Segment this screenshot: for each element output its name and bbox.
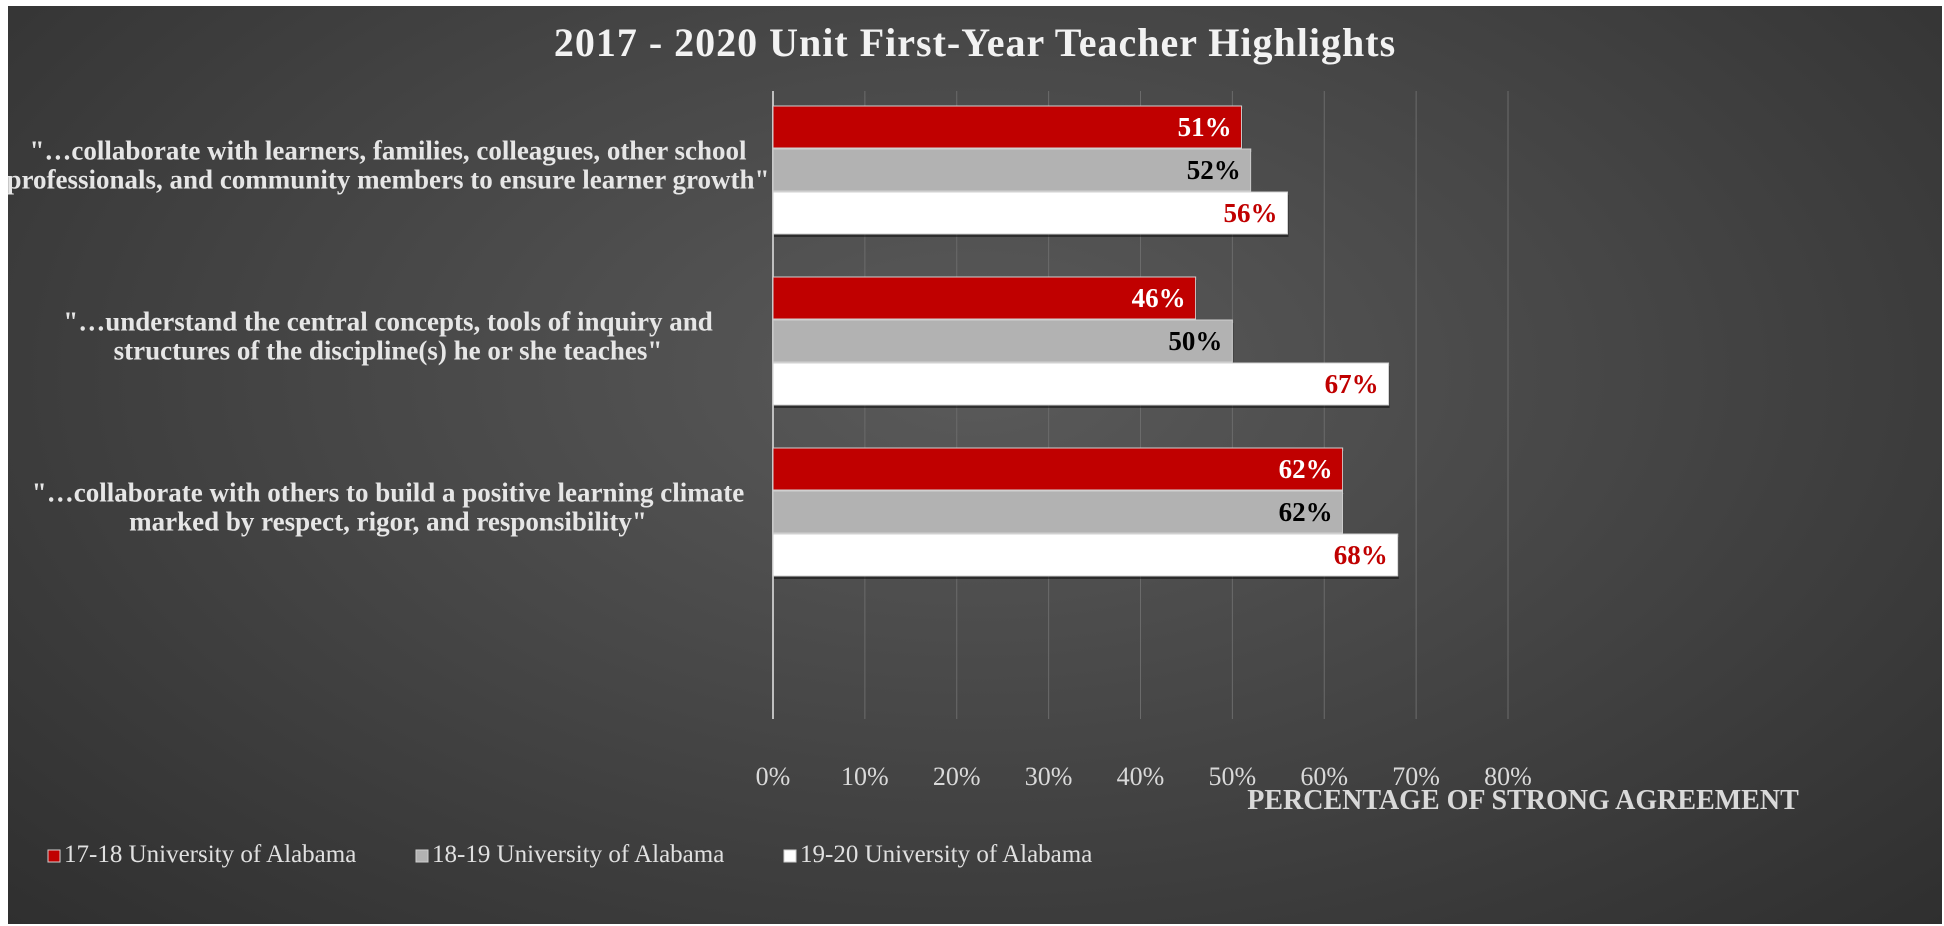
data-label: 62%	[1279, 454, 1333, 484]
category-label: "…collaborate with learners, families, c…	[8, 136, 769, 195]
data-label: 67%	[1325, 369, 1379, 399]
bar	[772, 362, 1390, 406]
x-axis-title: PERCENTAGE OF STRONG AGREEMENT	[1247, 785, 1799, 816]
category-label-line: professionals, and community members to …	[8, 165, 769, 195]
legend-label: 17-18 University of Alabama	[64, 841, 356, 868]
x-tick-label: 70%	[1392, 762, 1440, 791]
data-label: 62%	[1279, 497, 1333, 527]
category-label-line: "…collaborate with others to build a pos…	[32, 478, 744, 508]
legend-swatch	[47, 849, 61, 863]
data-label: 56%	[1224, 198, 1278, 228]
bars: 51%52%56%46%50%67%62%62%68%	[772, 105, 1399, 579]
x-tick-label: 30%	[1025, 762, 1073, 791]
category-label-line: "…collaborate with learners, families, c…	[29, 136, 747, 166]
bar	[772, 191, 1288, 235]
x-axis-ticks: 0% 10% 20% 30% 40% 50% 60% 70% 80%	[756, 762, 1532, 791]
bar	[772, 105, 1243, 149]
legend-swatch	[783, 849, 797, 863]
x-tick-label: 80%	[1484, 762, 1532, 791]
legend: 17-18 University of Alabama 18-19 Univers…	[47, 841, 1092, 868]
bar	[772, 276, 1197, 320]
x-tick-label: 0%	[756, 762, 791, 791]
chart-container: 2017 - 2020 Unit First-Year Teacher High…	[8, 6, 1942, 924]
category-label-line: structures of the discipline(s) he or sh…	[114, 336, 663, 366]
x-tick-label: 20%	[933, 762, 981, 791]
bar	[772, 319, 1233, 363]
bar	[772, 148, 1252, 192]
data-label: 68%	[1334, 540, 1388, 570]
category-label: "…understand the central concepts, tools…	[63, 307, 713, 366]
data-label: 51%	[1178, 112, 1232, 142]
x-tick-label: 60%	[1300, 762, 1348, 791]
chart-title: 2017 - 2020 Unit First-Year Teacher High…	[554, 20, 1396, 65]
x-tick-label: 50%	[1209, 762, 1257, 791]
category-label-line: marked by respect, rigor, and responsibi…	[129, 507, 647, 537]
x-tick-label: 40%	[1117, 762, 1165, 791]
data-label: 52%	[1187, 155, 1241, 185]
legend-label: 18-19 University of Alabama	[432, 841, 724, 868]
x-tick-label: 10%	[841, 762, 889, 791]
bar	[772, 490, 1344, 534]
legend-label: 19-20 University of Alabama	[800, 841, 1092, 868]
category-label-line: "…understand the central concepts, tools…	[63, 307, 713, 337]
data-label: 50%	[1168, 326, 1222, 356]
category-label: "…collaborate with others to build a pos…	[32, 478, 744, 537]
bar-chart: 2017 - 2020 Unit First-Year Teacher High…	[8, 20, 1799, 868]
legend-swatch	[415, 849, 429, 863]
data-label: 46%	[1132, 283, 1186, 313]
bar	[772, 447, 1344, 491]
category-labels: "…collaborate with learners, families, c…	[8, 136, 769, 537]
bar	[772, 533, 1399, 577]
